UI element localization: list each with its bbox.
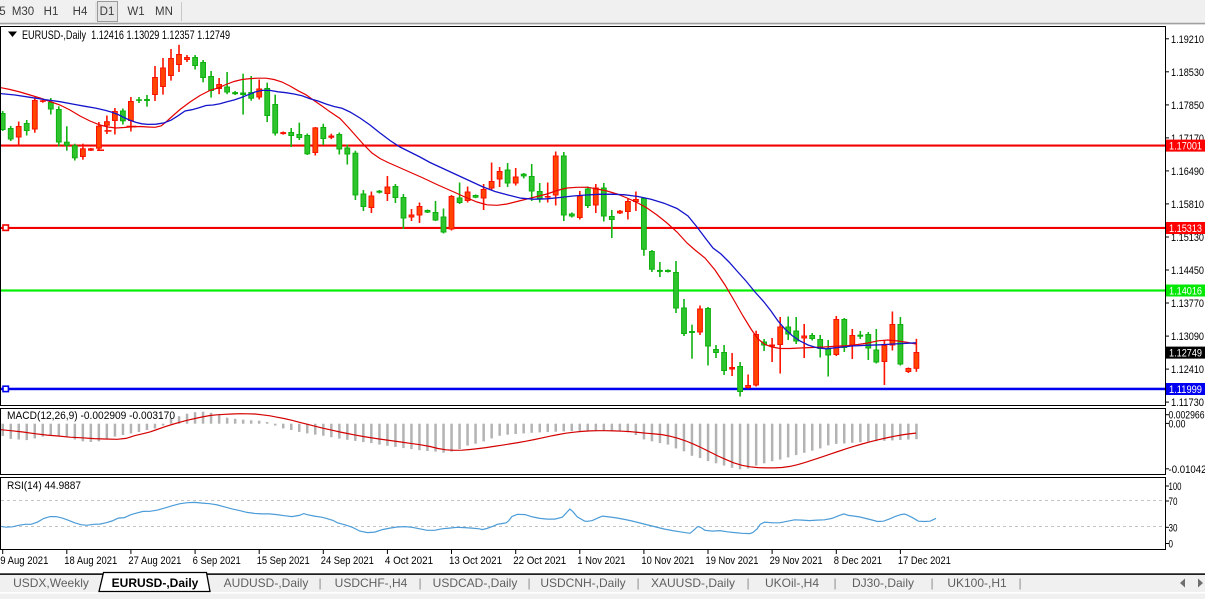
svg-text:1.19210: 1.19210	[1171, 34, 1204, 46]
svg-text:UK100-,H1: UK100-,H1	[947, 576, 1007, 590]
svg-text:|: |	[930, 576, 933, 590]
svg-text:17 Dec 2021: 17 Dec 2021	[898, 555, 951, 567]
svg-text:D1: D1	[100, 6, 115, 18]
svg-text:1.13090: 1.13090	[1171, 331, 1204, 343]
svg-text:1.17001: 1.17001	[1169, 141, 1202, 153]
svg-text:1.13770: 1.13770	[1171, 298, 1204, 310]
svg-text:W1: W1	[127, 6, 144, 18]
svg-text:100: 100	[1169, 481, 1182, 493]
svg-text:9 Aug 2021: 9 Aug 2021	[0, 555, 48, 567]
svg-text:|: |	[1018, 576, 1021, 590]
svg-text:6 Sep 2021: 6 Sep 2021	[193, 555, 241, 567]
svg-text:MN: MN	[155, 6, 173, 18]
svg-text:1.15810: 1.15810	[1171, 199, 1204, 211]
svg-text:-0.01042: -0.01042	[1169, 464, 1205, 476]
svg-text:1.12749: 1.12749	[1169, 348, 1202, 360]
svg-text:1.11999: 1.11999	[1169, 384, 1202, 396]
svg-text:1.15130: 1.15130	[1171, 232, 1204, 244]
svg-text:1.12410: 1.12410	[1171, 364, 1204, 376]
svg-text:8 Dec 2021: 8 Dec 2021	[834, 555, 882, 567]
svg-text:10 Nov 2021: 10 Nov 2021	[641, 555, 694, 567]
svg-text:H1: H1	[44, 6, 59, 18]
svg-text:70: 70	[1169, 496, 1178, 508]
svg-text:1.14016: 1.14016	[1169, 286, 1202, 298]
svg-text:1 Nov 2021: 1 Nov 2021	[577, 555, 625, 567]
svg-text:1.16490: 1.16490	[1171, 166, 1204, 178]
svg-text:13 Oct 2021: 13 Oct 2021	[449, 555, 502, 567]
svg-text:UKOil-,H4: UKOil-,H4	[765, 576, 819, 590]
svg-text:|: |	[527, 576, 530, 590]
svg-text:EURUSD-,Daily 1.12416 1.13029: EURUSD-,Daily 1.12416 1.13029 1.12357 1.…	[22, 28, 230, 42]
svg-text:1.11730: 1.11730	[1171, 397, 1204, 409]
svg-text:0.002966: 0.002966	[1169, 410, 1205, 422]
svg-text:15 Sep 2021: 15 Sep 2021	[257, 555, 310, 567]
svg-text:|: |	[318, 576, 321, 590]
svg-text:1.17850: 1.17850	[1171, 100, 1204, 112]
svg-text:18 Aug 2021: 18 Aug 2021	[64, 555, 117, 567]
svg-text:24 Sep 2021: 24 Sep 2021	[321, 555, 374, 567]
svg-text:5: 5	[0, 6, 6, 18]
svg-text:RSI(14) 44.9887: RSI(14) 44.9887	[7, 480, 81, 492]
svg-text:0: 0	[1169, 539, 1174, 551]
svg-text:30: 30	[1169, 522, 1178, 534]
svg-text:|: |	[746, 576, 749, 590]
svg-text:AUDUSD-,Daily: AUDUSD-,Daily	[224, 576, 309, 590]
svg-text:EURUSD-,Daily: EURUSD-,Daily	[112, 576, 199, 590]
svg-text:22 Oct 2021: 22 Oct 2021	[513, 555, 566, 567]
svg-text:4 Oct 2021: 4 Oct 2021	[385, 555, 433, 567]
svg-text:1.14450: 1.14450	[1171, 265, 1204, 277]
svg-text:|: |	[418, 576, 421, 590]
svg-text:1.18530: 1.18530	[1171, 67, 1204, 79]
svg-text:M30: M30	[12, 6, 34, 18]
svg-text:H4: H4	[73, 6, 88, 18]
svg-text:USDCNH-,Daily: USDCNH-,Daily	[540, 576, 625, 590]
svg-text:27 Aug 2021: 27 Aug 2021	[128, 555, 181, 567]
svg-text:|: |	[833, 576, 836, 590]
svg-text:USDCAD-,Daily: USDCAD-,Daily	[433, 576, 518, 590]
svg-text:MACD(12,26,9) -0.002909 -0.003: MACD(12,26,9) -0.002909 -0.003170	[7, 410, 175, 422]
svg-text:19 Nov 2021: 19 Nov 2021	[706, 555, 759, 567]
svg-text:DJ30-,Daily: DJ30-,Daily	[852, 576, 914, 590]
svg-text:|: |	[636, 576, 639, 590]
svg-text:USDCHF-,H4: USDCHF-,H4	[335, 576, 408, 590]
svg-text:USDX,Weekly: USDX,Weekly	[13, 576, 89, 590]
svg-text:XAUUSD-,Daily: XAUUSD-,Daily	[651, 576, 735, 590]
svg-text:1.15313: 1.15313	[1169, 223, 1202, 235]
svg-text:29 Nov 2021: 29 Nov 2021	[770, 555, 823, 567]
svg-text:0.00: 0.00	[1169, 418, 1186, 430]
